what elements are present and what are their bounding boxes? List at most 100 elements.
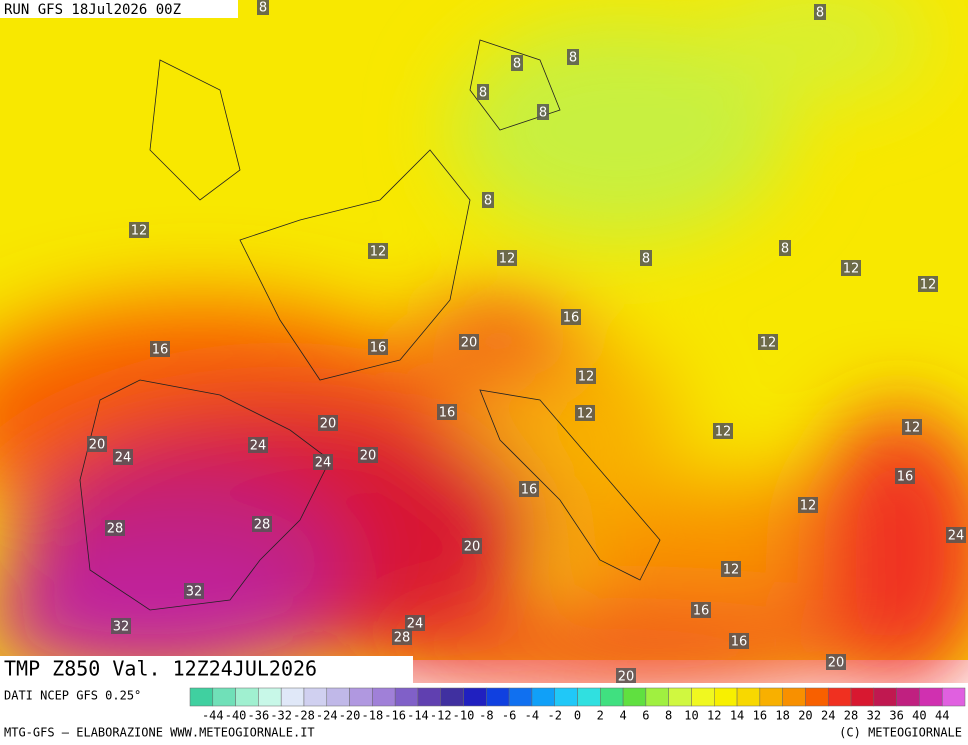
scale-label: 28 [844,709,858,723]
scale-label: 10 [684,709,698,723]
contour-label-box [318,415,338,431]
contour-label: 28 [394,631,411,646]
scale-cell [577,687,601,707]
contour-label-box [691,602,711,618]
scale-cell [941,687,966,707]
contour-label: 24 [115,451,132,466]
field-box [0,656,413,683]
contour-label-box [895,468,915,484]
source-label: DATI NCEP GFS 0.25° [4,689,141,703]
contour-label: 12 [920,278,937,293]
contour-label-box [497,250,517,266]
scale-cell [896,687,920,707]
scale-cell [212,687,236,707]
contour-label: 32 [186,585,203,600]
contour-label: 12 [578,370,595,385]
contour-label-box [575,405,595,421]
field-label: TMP Z850 Val. 12Z24JUL2026 [4,657,317,681]
contour-label: 20 [461,336,478,351]
credit-label: MTG-GFS — ELABORAZIONE WWW.METEOGIORNALE… [4,726,315,740]
contour-label-box [798,497,818,513]
scale-cell [349,687,373,707]
scale-cell [440,687,464,707]
contour-label-box [519,481,539,497]
scale-label: -32 [270,709,292,723]
contour-label-box [567,49,579,65]
scale-label: -44 [202,709,224,723]
header-box [0,0,238,18]
contour-label: 24 [250,439,267,454]
scale-cell [714,687,738,707]
scale-label: 2 [597,709,604,723]
contour-label: 16 [693,604,710,619]
scale-label: 0 [574,709,581,723]
contour-label: 8 [513,57,521,72]
contour-label: 12 [843,262,860,277]
scale-cell [827,687,852,707]
scale-cell [372,687,396,707]
scale-label: 44 [935,709,949,723]
scale-label: -18 [362,709,384,723]
contour-label-box [482,192,494,208]
run-label: RUN GFS 18Jul2026 00Z [4,2,181,18]
contour-label-box [918,276,938,292]
contour-label-box [252,516,272,532]
scale-label: 24 [821,709,835,723]
contour-label-box [248,437,268,453]
contour-label: 16 [370,341,387,356]
scale-cell [189,687,214,707]
contour-label-box [729,633,749,649]
contour-label: 24 [315,456,332,471]
scale-label: -28 [293,709,315,723]
scale-cell [531,687,555,707]
scale-label: 6 [642,709,649,723]
contour-label: 8 [781,242,789,257]
scale-cell [235,687,259,707]
contour-label: 20 [320,417,337,432]
scale-cell [554,687,578,707]
contour-label-box [368,339,388,355]
contour-label-box [561,309,581,325]
scale-label: -40 [225,709,247,723]
scale-cell [691,687,715,707]
contour-label: 16 [563,311,580,326]
contour-label: 8 [569,51,577,66]
contour-label-box [946,527,966,543]
contour-label: 8 [484,194,492,209]
contour-label-box [841,260,861,276]
scale-label: 8 [665,709,672,723]
scale-label: -20 [339,709,361,723]
contour-label: 16 [897,470,914,485]
contour-label: 16 [152,343,169,358]
contour-label: 16 [439,406,456,421]
scale-cell [303,687,328,707]
contour-label-box [368,243,388,259]
contour-label-box [814,4,826,20]
contour-label-box [129,222,149,238]
scale-cell [486,687,510,707]
contour-label: 20 [360,449,377,464]
contour-label: 12 [800,499,817,514]
contour-label: 12 [131,224,148,239]
contour-label: 8 [479,86,487,101]
scale-cell [873,687,897,707]
scale-cell [280,687,305,707]
scale-cell [622,687,647,707]
contour-label-box [616,668,636,684]
contour-label: 8 [816,6,824,21]
scale-label: 4 [619,709,626,723]
contour-label: 8 [642,252,650,267]
scale-cell [417,687,441,707]
scale-cell [600,687,624,707]
contour-label: 20 [89,438,106,453]
scale-label: -12 [430,709,452,723]
contour-label: 24 [948,529,965,544]
contour-label-box [405,615,425,631]
contour-label: 12 [715,425,732,440]
contour-label-box [640,250,652,266]
contour-label-box [105,520,125,536]
contour-label: 28 [107,522,124,537]
scale-label: 32 [867,709,881,723]
